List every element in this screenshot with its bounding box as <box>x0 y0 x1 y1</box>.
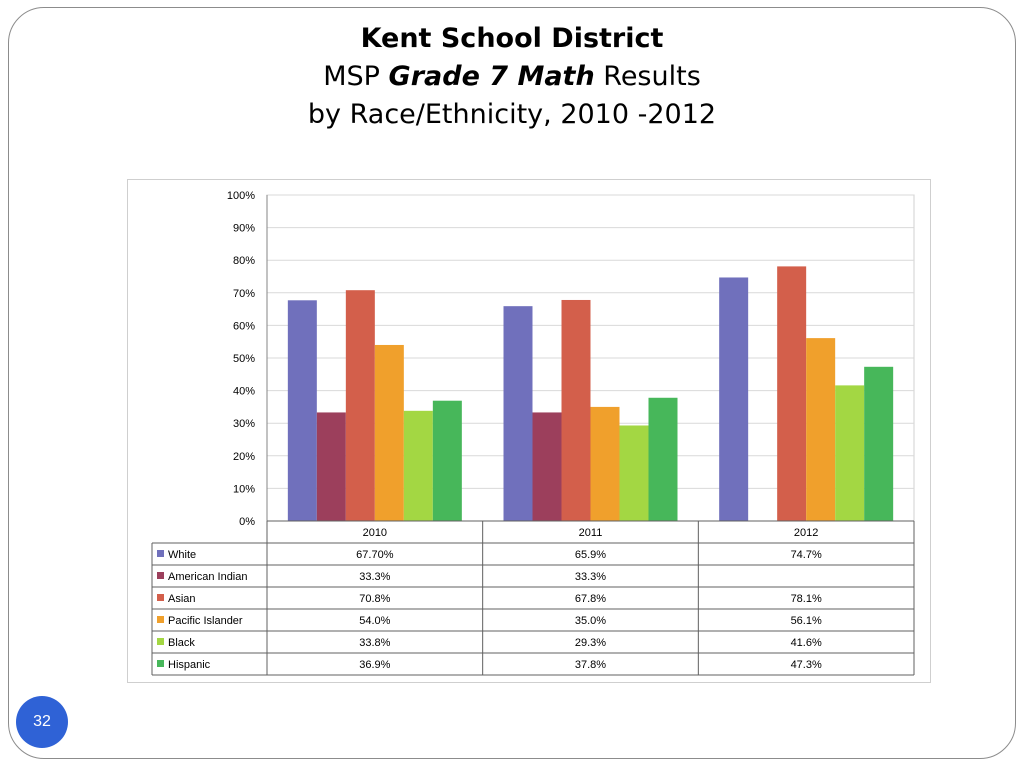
data-label: 54.0% <box>359 615 390 627</box>
data-label: 78.1% <box>791 593 822 605</box>
bar <box>719 277 749 521</box>
bar <box>561 299 591 521</box>
bar <box>619 425 649 521</box>
legend-label: White <box>168 549 196 561</box>
page-number-badge: 32 <box>16 696 68 748</box>
bar <box>503 306 533 521</box>
y-tick-label: 60% <box>233 320 255 332</box>
bar <box>345 290 375 521</box>
y-tick-label: 90% <box>233 223 255 235</box>
data-label: 70.8% <box>359 593 390 605</box>
bar <box>648 397 678 521</box>
title-line-2-suffix: Results <box>594 61 701 92</box>
legend-swatch <box>157 616 164 623</box>
y-tick-label: 30% <box>233 418 255 430</box>
title-line-2-prefix: MSP <box>323 61 389 92</box>
x-tick-label: 2012 <box>794 527 818 539</box>
data-label: 29.3% <box>575 637 606 649</box>
y-tick-label: 10% <box>233 483 255 495</box>
slide-title: Kent School District MSP Grade 7 Math Re… <box>0 20 1024 134</box>
title-line-2-emphasis: Grade 7 Math <box>388 61 595 92</box>
bar <box>864 366 894 521</box>
y-tick-label: 100% <box>227 190 255 202</box>
title-line-1: Kent School District <box>360 23 664 54</box>
data-label: 33.3% <box>575 571 606 583</box>
bar-chart: 0% 10% 20% 30% 40% 50% 60% 70% 80% 90% 100% 2010 201… <box>151 190 915 676</box>
legend-label: Black <box>168 637 195 649</box>
legend-label: Asian <box>168 593 196 605</box>
bar <box>403 410 433 521</box>
y-tick-label: 50% <box>233 353 255 365</box>
bar <box>374 344 404 521</box>
legend-swatch <box>157 594 164 601</box>
x-tick-label: 2011 <box>579 527 603 539</box>
title-line-2: MSP Grade 7 Math Results <box>0 58 1024 96</box>
data-label: 56.1% <box>791 615 822 627</box>
data-label: 36.9% <box>359 659 390 671</box>
legend-swatch <box>157 550 164 557</box>
legend-swatch <box>157 638 164 645</box>
data-label: 33.8% <box>359 637 390 649</box>
data-label: 67.8% <box>575 593 606 605</box>
data-label: 33.3% <box>359 571 390 583</box>
legend-label: Pacific Islander <box>168 615 243 627</box>
y-tick-label: 20% <box>233 451 255 463</box>
bar <box>432 400 462 521</box>
bar <box>835 385 865 521</box>
y-tick-label: 80% <box>233 255 255 267</box>
bar <box>806 338 836 521</box>
chart-frame: 0% 10% 20% 30% 40% 50% 60% 70% 80% 90% 100% 2010 201… <box>127 179 931 683</box>
data-label: 65.9% <box>575 549 606 561</box>
data-label: 35.0% <box>575 615 606 627</box>
bar <box>316 412 346 521</box>
data-label: 47.3% <box>791 659 822 671</box>
y-tick-label: 40% <box>233 386 255 398</box>
y-tick-label: 70% <box>233 288 255 300</box>
bar <box>532 412 562 521</box>
bar <box>590 406 620 521</box>
bar <box>777 266 807 521</box>
legend-swatch <box>157 660 164 667</box>
data-label: 74.7% <box>791 549 822 561</box>
legend-swatch <box>157 572 164 579</box>
y-tick-label: 0% <box>239 516 255 528</box>
legend-label: American Indian <box>168 571 248 583</box>
data-label: 37.8% <box>575 659 606 671</box>
data-label: 67.70% <box>356 549 394 561</box>
bar <box>287 300 317 521</box>
data-label: 41.6% <box>791 637 822 649</box>
x-tick-label: 2010 <box>363 527 387 539</box>
title-line-3: by Race/Ethnicity, 2010 -2012 <box>307 99 717 130</box>
legend-label: Hispanic <box>168 659 211 671</box>
